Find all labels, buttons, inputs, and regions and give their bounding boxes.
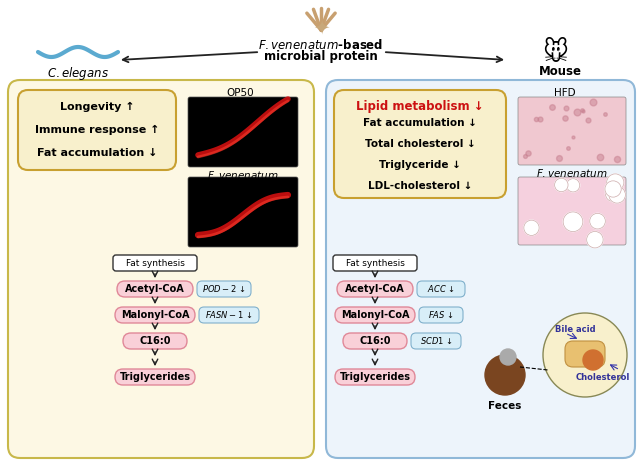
Text: Lipid metabolism ↓: Lipid metabolism ↓ [356,100,484,113]
FancyBboxPatch shape [333,255,417,271]
Text: $\it{F. venenatum}$: $\it{F. venenatum}$ [536,167,608,179]
Circle shape [606,174,624,191]
Text: Cholesterol: Cholesterol [576,373,630,382]
Text: Fat synthesis: Fat synthesis [345,259,404,268]
Circle shape [524,220,539,235]
Text: C16:0: C16:0 [140,336,171,346]
Text: Bile acid: Bile acid [555,325,595,334]
Text: $\it{ACC}$ ↓: $\it{ACC}$ ↓ [427,283,455,295]
FancyBboxPatch shape [326,80,635,458]
Text: C16:0: C16:0 [359,336,391,346]
FancyBboxPatch shape [518,97,626,165]
Text: $\it{FASN-1}$ ↓: $\it{FASN-1}$ ↓ [205,310,253,320]
Text: Fat accumulation ↓: Fat accumulation ↓ [37,148,158,158]
Text: $\it{POD-2}$ ↓: $\it{POD-2}$ ↓ [202,283,246,295]
Circle shape [609,186,626,203]
Circle shape [586,232,603,248]
Text: Acetyl-CoA: Acetyl-CoA [345,284,405,294]
Circle shape [563,212,583,232]
Circle shape [485,355,525,395]
Circle shape [605,181,621,197]
Circle shape [590,213,605,229]
FancyBboxPatch shape [18,90,176,170]
FancyBboxPatch shape [335,369,415,385]
FancyBboxPatch shape [188,97,298,167]
FancyBboxPatch shape [334,90,506,198]
FancyBboxPatch shape [115,307,195,323]
Text: Immune response ↑: Immune response ↑ [35,125,159,135]
FancyBboxPatch shape [113,255,197,271]
Text: $\it{F. venenatum}$-based: $\it{F. venenatum}$-based [258,38,384,52]
FancyBboxPatch shape [419,307,463,323]
Text: Total cholesterol ↓: Total cholesterol ↓ [365,139,475,149]
Text: Feces: Feces [488,401,521,411]
FancyBboxPatch shape [115,369,195,385]
Text: Acetyl-CoA: Acetyl-CoA [125,284,185,294]
FancyBboxPatch shape [197,281,251,297]
Text: Mouse: Mouse [538,65,581,78]
Text: $\it{SCD1}$ ↓: $\it{SCD1}$ ↓ [419,335,453,347]
FancyBboxPatch shape [123,333,187,349]
Text: Triglycerides: Triglycerides [120,372,190,382]
FancyBboxPatch shape [188,177,298,247]
Text: Triglycerides: Triglycerides [340,372,410,382]
Text: $\it{C. elegans}$: $\it{C. elegans}$ [47,65,109,82]
FancyBboxPatch shape [335,307,415,323]
Circle shape [555,178,568,191]
Text: HFD: HFD [554,88,576,98]
FancyBboxPatch shape [411,333,461,349]
Text: Longevity ↑: Longevity ↑ [60,102,134,112]
FancyBboxPatch shape [518,177,626,245]
Circle shape [500,349,516,365]
Text: ✦: ✦ [312,18,329,37]
FancyBboxPatch shape [337,281,413,297]
Circle shape [606,186,621,202]
Circle shape [583,350,603,370]
Text: $\it{F. venenatum}$: $\it{F. venenatum}$ [207,169,279,181]
Text: $\it{FAS}$ ↓: $\it{FAS}$ ↓ [428,310,454,320]
FancyBboxPatch shape [343,333,407,349]
FancyBboxPatch shape [565,341,605,367]
Text: Triglyceride ↓: Triglyceride ↓ [379,160,461,170]
Text: OP50: OP50 [226,88,254,98]
FancyBboxPatch shape [199,307,259,323]
FancyBboxPatch shape [417,281,465,297]
Circle shape [543,313,627,397]
Text: 🐭: 🐭 [542,40,568,65]
Text: Fat synthesis: Fat synthesis [125,259,185,268]
Text: Malonyl-CoA: Malonyl-CoA [121,310,189,320]
FancyBboxPatch shape [8,80,314,458]
Text: Malonyl-CoA: Malonyl-CoA [341,310,409,320]
Text: Fat accumulation ↓: Fat accumulation ↓ [363,118,477,128]
FancyBboxPatch shape [117,281,193,297]
Circle shape [566,179,580,192]
Text: microbial protein: microbial protein [264,50,378,63]
Text: LDL-cholesterol ↓: LDL-cholesterol ↓ [368,181,472,191]
